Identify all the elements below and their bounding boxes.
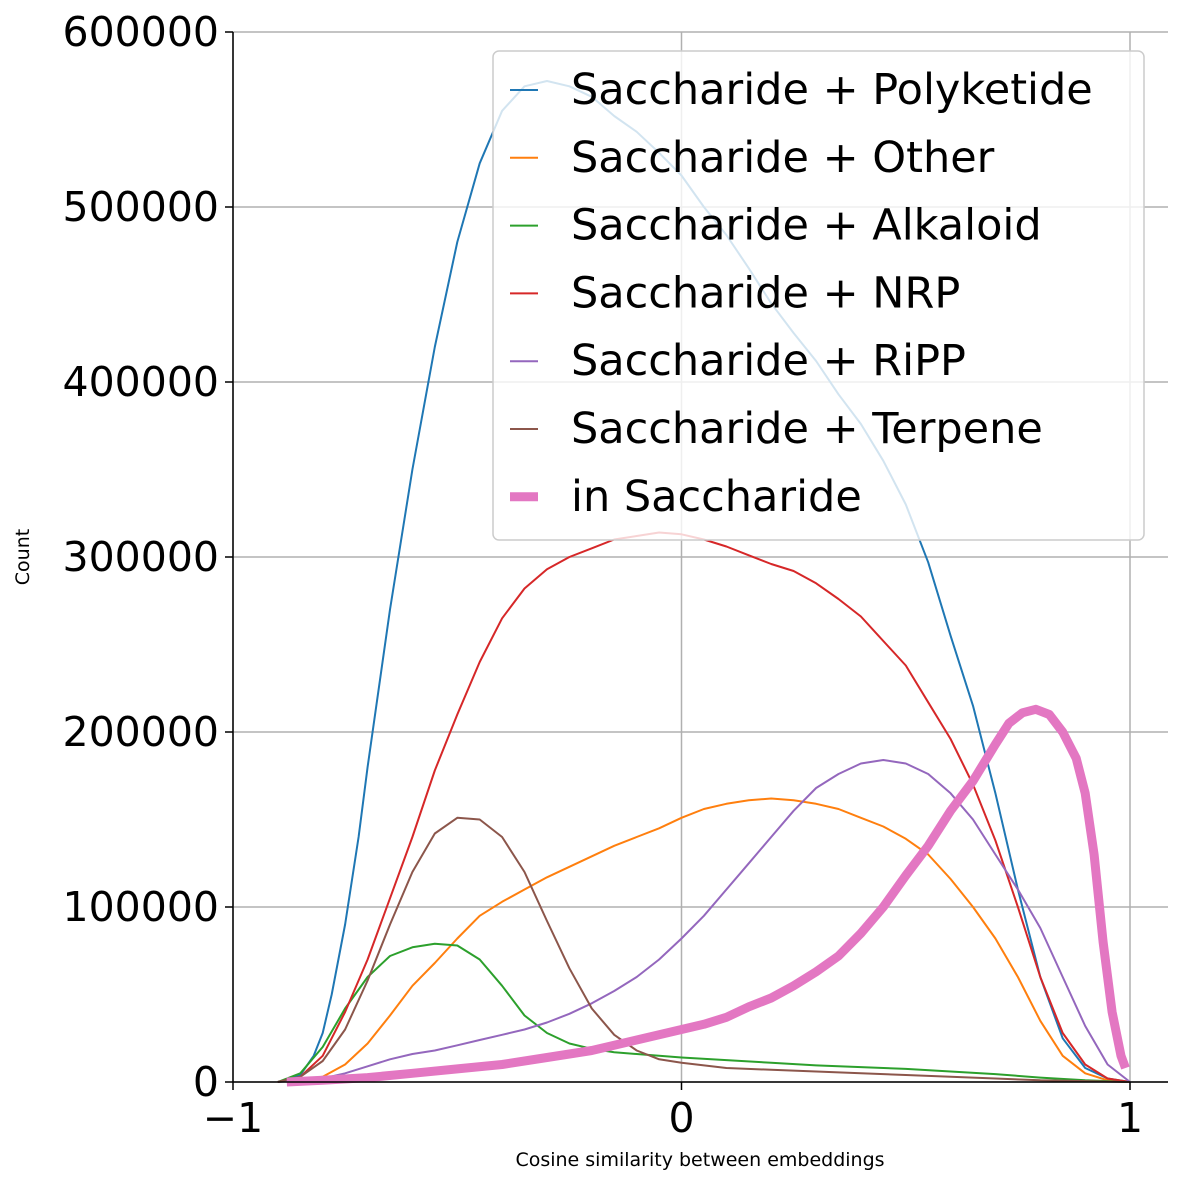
y-tick-label: 400000 (62, 358, 219, 406)
y-tick-label: 300000 (62, 533, 219, 581)
series-line-saccharide-ripp (277, 759, 1131, 1083)
y-tick-label: 100000 (62, 883, 219, 931)
y-tick-label: 500000 (62, 183, 219, 231)
legend-label: in Saccharide (571, 472, 862, 522)
series-line-saccharide-alkaloid (277, 942, 1131, 1083)
legend-label: Saccharide + Terpene (571, 404, 1043, 454)
y-tick-label: 0 (193, 1058, 219, 1106)
series-line-in-saccharide (286, 704, 1130, 1087)
x-axis-label: Cosine similarity between embeddings (515, 1149, 884, 1171)
x-tick-label: 0 (668, 1094, 694, 1142)
legend-label: Saccharide + NRP (571, 268, 960, 318)
legend-label: Saccharide + Polyketide (571, 65, 1093, 115)
legend-label: Saccharide + RiPP (571, 336, 966, 386)
x-tick-label: −1 (203, 1094, 263, 1142)
y-tick-label: 200000 (62, 708, 219, 756)
y-axis-label: Count (12, 529, 34, 585)
series-line-saccharide-nrp (277, 531, 1131, 1083)
x-tick-label: 1 (1117, 1094, 1143, 1142)
y-tick-label: 600000 (62, 8, 219, 56)
legend-label: Saccharide + Other (571, 133, 995, 183)
series-line-saccharide-terpene (277, 816, 1131, 1083)
series-line-saccharide-other (277, 797, 1131, 1083)
legend-box (492, 50, 1145, 541)
legend-label: Saccharide + Alkaloid (571, 201, 1042, 251)
legend: Saccharide + Polyketide Saccharide + Othe… (492, 50, 1145, 541)
